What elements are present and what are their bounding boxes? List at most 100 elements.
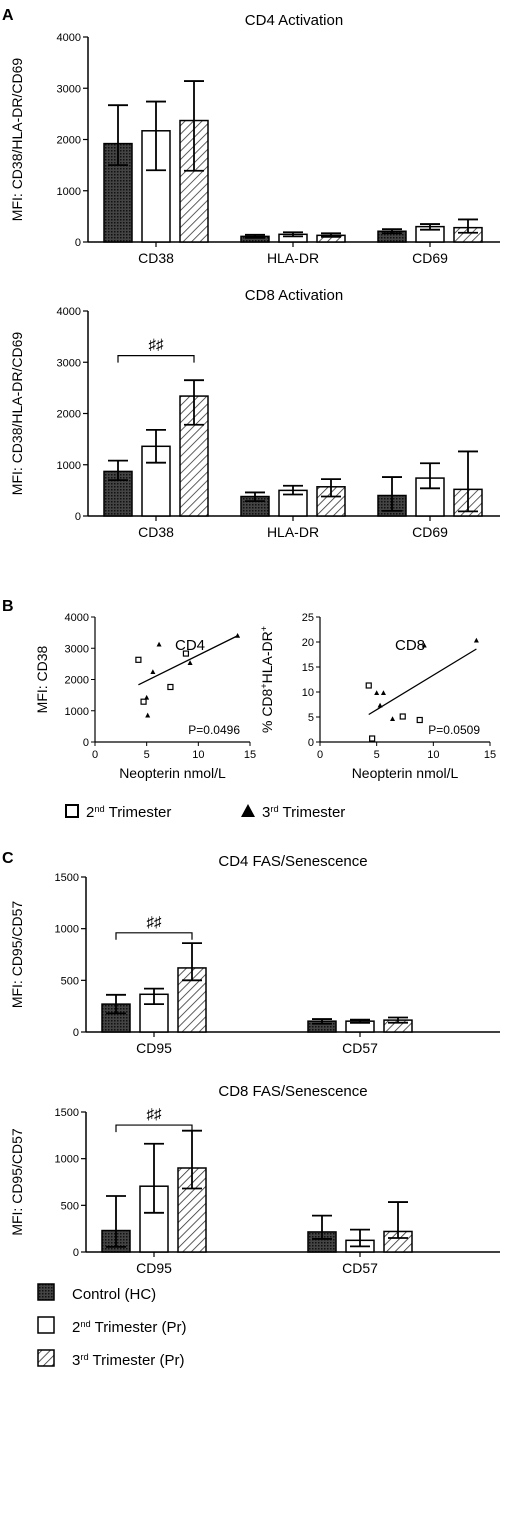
- x-tick-label: 5: [374, 749, 380, 761]
- legend-marker-square: [65, 804, 79, 818]
- y-tick-label: 0: [73, 1027, 79, 1039]
- chart-cd4-activation: CD4 Activation 0 1000 2000 3000 4000 MFI: CD38…: [9, 12, 500, 266]
- x-tick-label: CD95: [136, 1040, 172, 1056]
- legend-label: Control (HC): [72, 1286, 156, 1303]
- y-tick-label: 3000: [57, 83, 81, 95]
- y-axis-label-sup: +: [259, 683, 269, 688]
- panel-label-a: A: [2, 7, 14, 24]
- legend-swatch: [37, 1316, 55, 1334]
- y-tick-label: 0: [83, 737, 89, 749]
- point-3rd-trimester: [145, 712, 151, 718]
- legend-trimester-markers: 2nd Trimester 3rd Trimester: [65, 804, 345, 821]
- regression-line: [138, 635, 238, 686]
- y-axis-label: MFI: CD38/HLA-DR/CD69: [9, 58, 25, 222]
- point-2nd-trimester: [399, 713, 406, 720]
- x-tick-label: 10: [427, 749, 439, 761]
- x-tick-label: 5: [144, 749, 150, 761]
- y-tick-label: 0: [75, 511, 81, 523]
- y-tick-label: 500: [61, 975, 79, 987]
- legend-label: 2nd Trimester (Pr): [72, 1319, 187, 1336]
- point-3rd-trimester: [380, 690, 386, 695]
- chart-title: CD8: [395, 637, 425, 654]
- legend-label: 3rd Trimester (Pr): [72, 1352, 184, 1369]
- point-2nd-trimester: [365, 682, 372, 689]
- x-axis-label: Neopterin nmol/L: [119, 765, 226, 781]
- chart-title: CD8 Activation: [245, 287, 343, 304]
- y-tick-label: 1000: [65, 706, 89, 718]
- y-axis-label: MFI: CD95/CD57: [9, 1128, 25, 1236]
- significance-label: ♯♯: [149, 337, 165, 354]
- x-tick-label: 0: [92, 749, 98, 761]
- point-3rd-trimester: [377, 702, 383, 708]
- chart-cd8-activation: CD8 Activation 0 1000 2000 3000 4000 MFI: CD38…: [9, 287, 500, 540]
- y-tick-label: 1500: [55, 872, 79, 884]
- regression-line: [368, 648, 477, 716]
- chart-title: CD8 FAS/Senescence: [218, 1083, 367, 1100]
- y-axis-label: MFI: CD38/HLA-DR/CD69: [9, 332, 25, 496]
- y-tick-label: 4000: [57, 32, 81, 44]
- legend-groups: Control (HC) 2nd Trimester (Pr) 3rd Trimes…: [37, 1283, 187, 1369]
- y-tick-label: 25: [302, 612, 314, 624]
- point-2nd-trimester: [135, 656, 142, 663]
- legend-label: 2nd Trimester: [86, 804, 171, 821]
- chart-title: CD4: [175, 637, 205, 654]
- y-tick-label: 1500: [55, 1107, 79, 1119]
- point-3rd-trimester: [144, 694, 150, 700]
- y-tick-label: 500: [61, 1200, 79, 1212]
- y-axis-label-sup: +: [259, 626, 269, 631]
- x-axis-label: Neopterin nmol/L: [352, 765, 459, 781]
- point-2nd-trimester: [167, 683, 174, 691]
- legend-label: 3rd Trimester: [262, 804, 345, 821]
- significance-bracket: [117, 354, 195, 363]
- bar: [139, 993, 169, 1033]
- bar: [179, 119, 209, 243]
- point-3rd-trimester: [150, 669, 156, 674]
- chart-title: CD4 Activation: [245, 12, 343, 29]
- x-tick-label: CD38: [138, 250, 174, 266]
- point-3rd-trimester: [473, 637, 479, 643]
- y-axis-label: MFI: CD95/CD57: [9, 901, 25, 1009]
- y-axis-label-part: % CD8: [259, 688, 275, 733]
- legend-swatch: [37, 1349, 55, 1367]
- x-tick-label: CD69: [412, 524, 448, 540]
- y-tick-label: 4000: [57, 306, 81, 318]
- x-tick-label: HLA-DR: [267, 250, 319, 266]
- point-2nd-trimester: [416, 716, 423, 724]
- point-3rd-trimester: [156, 641, 162, 647]
- x-tick-label: CD38: [138, 524, 174, 540]
- x-tick-label: HLA-DR: [267, 524, 319, 540]
- y-tick-label: 20: [302, 637, 314, 649]
- legend-swatch: [37, 1283, 55, 1301]
- x-tick-label: CD57: [342, 1260, 378, 1276]
- point-2nd-trimester: [140, 698, 147, 705]
- y-tick-label: 2000: [65, 675, 89, 687]
- y-tick-label: 1000: [57, 460, 81, 472]
- y-tick-label: 1000: [57, 186, 81, 198]
- chart-cd8-fas: CD8 FAS/Senescence 0 500 1000 1500 MFI: CD95/…: [9, 1083, 500, 1276]
- chart-cd8-scatter: CD8 0 5 10 15 20 25 0 5 10 15 Neopterin nmol/L % CD8…: [259, 612, 496, 781]
- point-3rd-trimester: [235, 632, 241, 638]
- y-tick-label: 10: [302, 687, 314, 699]
- y-tick-label: 15: [302, 662, 314, 674]
- y-tick-label: 3000: [57, 357, 81, 369]
- x-tick-label: CD57: [342, 1040, 378, 1056]
- significance-bracket: [115, 932, 193, 940]
- y-tick-label: 2000: [57, 135, 81, 147]
- point-3rd-trimester: [390, 716, 396, 721]
- x-tick-label: CD69: [412, 250, 448, 266]
- x-tick-label: CD95: [136, 1260, 172, 1276]
- significance-label: ♯♯: [147, 1106, 163, 1123]
- point-2nd-trimester: [369, 735, 376, 742]
- y-tick-label: 0: [75, 237, 81, 249]
- point-3rd-trimester: [421, 642, 427, 648]
- legend-marker-triangle: [241, 804, 255, 817]
- y-tick-label: 5: [308, 712, 314, 724]
- panel-label-b: B: [2, 598, 14, 615]
- y-tick-label: 1000: [55, 1154, 79, 1166]
- significance-bracket: [115, 1124, 193, 1133]
- y-tick-label: 2000: [57, 409, 81, 421]
- p-value-annotation: P=0.0509: [428, 723, 480, 737]
- y-axis-label: % CD8+HLA-DR+: [259, 626, 275, 733]
- y-tick-label: 0: [73, 1247, 79, 1259]
